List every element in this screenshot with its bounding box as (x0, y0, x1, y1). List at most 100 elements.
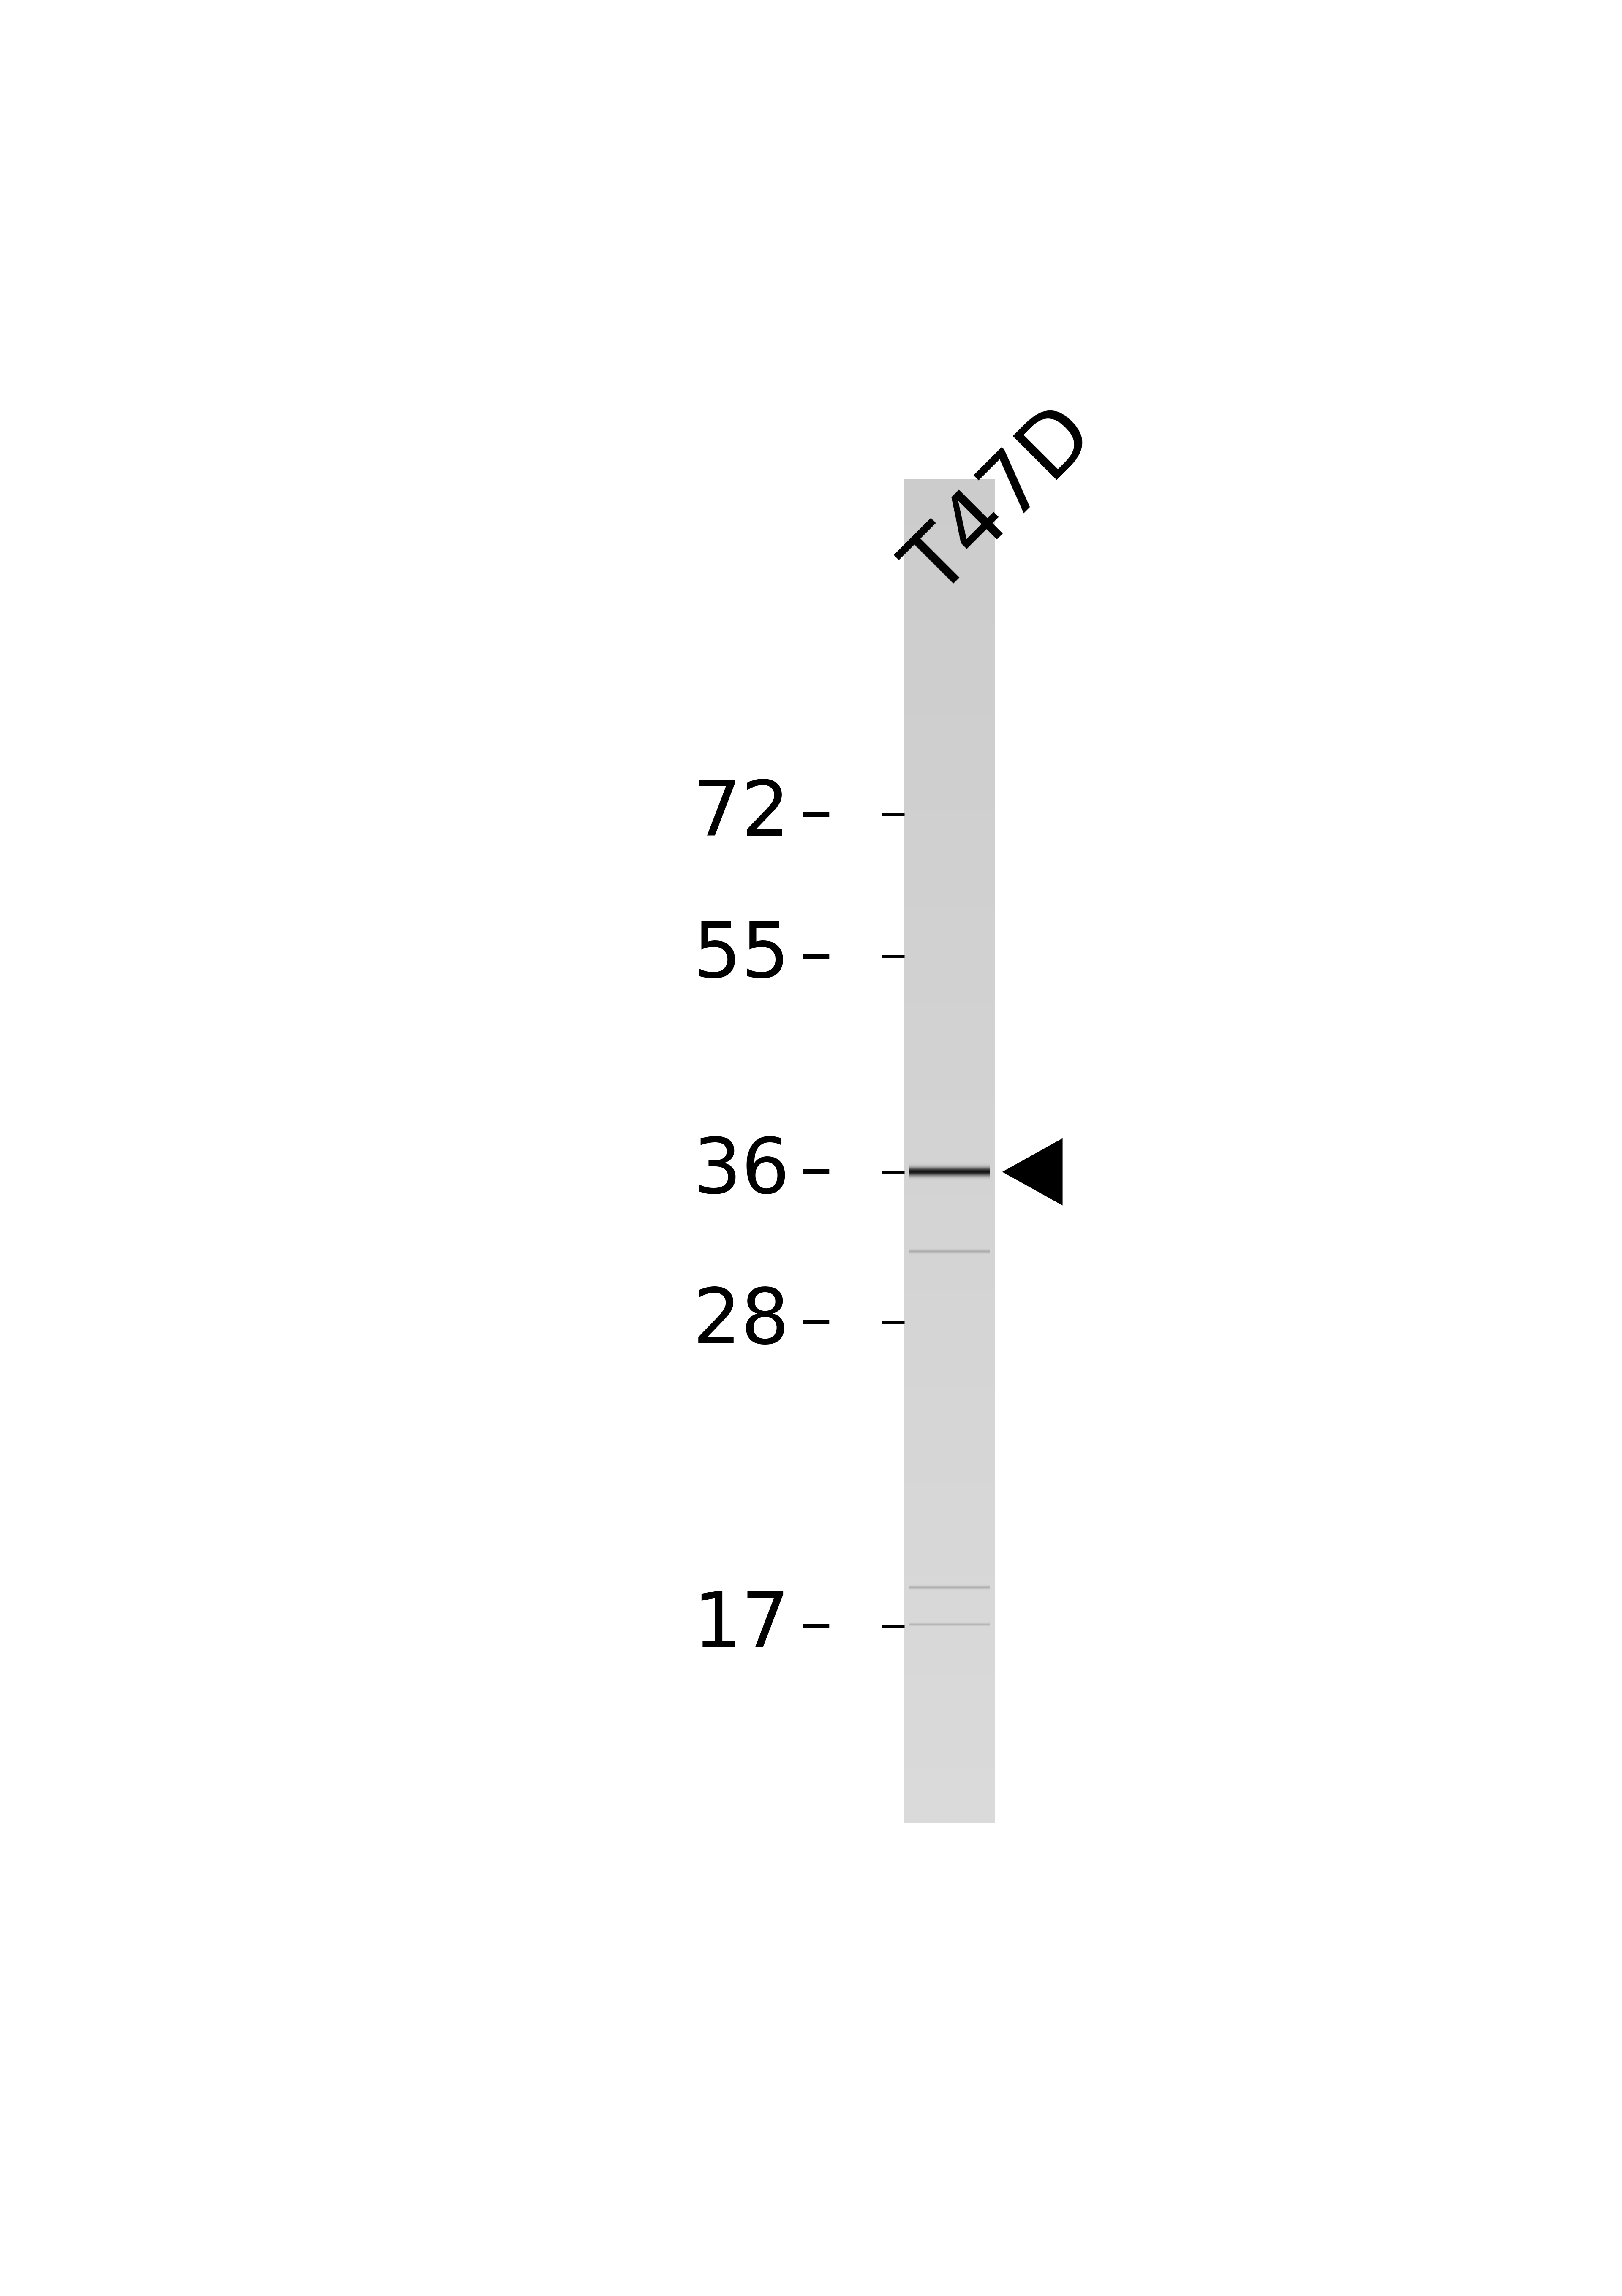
Bar (903, 854, 994, 859)
Bar (903, 928, 994, 932)
Bar (903, 1612, 994, 1616)
Bar (903, 1047, 994, 1052)
Bar (903, 1221, 994, 1226)
Bar (903, 1141, 994, 1146)
Bar (903, 689, 994, 693)
Bar (903, 1559, 994, 1564)
Bar (903, 664, 994, 666)
Bar (903, 962, 994, 967)
Bar (903, 1639, 994, 1644)
Bar (903, 1486, 994, 1490)
Bar (903, 533, 994, 537)
Bar (903, 1217, 994, 1221)
Bar (903, 1084, 994, 1088)
Bar (903, 953, 994, 957)
Bar (903, 1159, 994, 1164)
Bar (903, 900, 994, 905)
Bar (903, 487, 994, 491)
Bar (903, 1474, 994, 1479)
Bar (903, 1743, 994, 1747)
Bar (903, 1380, 994, 1384)
Bar (903, 1536, 994, 1541)
Bar (903, 967, 994, 971)
Bar (903, 806, 994, 810)
Text: 72: 72 (693, 778, 790, 852)
Bar (903, 1626, 994, 1630)
Bar (903, 1029, 994, 1033)
Text: 36: 36 (693, 1134, 790, 1210)
Bar (903, 755, 994, 760)
Bar (903, 1653, 994, 1658)
Bar (903, 542, 994, 546)
Bar (903, 895, 994, 900)
Bar (903, 1711, 994, 1715)
Bar (903, 994, 994, 999)
Bar (903, 1079, 994, 1084)
Bar (903, 1580, 994, 1584)
Bar (903, 765, 994, 769)
Bar (903, 774, 994, 778)
Bar (903, 753, 994, 755)
Bar (903, 1701, 994, 1706)
Bar (903, 1658, 994, 1662)
Bar (903, 1017, 994, 1022)
Bar (903, 1665, 994, 1669)
Bar (903, 1093, 994, 1097)
Bar (903, 1414, 994, 1419)
Bar (903, 1155, 994, 1159)
Bar (903, 1635, 994, 1639)
Bar (903, 569, 994, 574)
Bar (903, 1258, 994, 1263)
Bar (903, 1465, 994, 1469)
Bar (903, 560, 994, 565)
Bar (903, 744, 994, 748)
Bar (903, 590, 994, 595)
Bar (903, 1391, 994, 1396)
Bar (903, 1107, 994, 1111)
Bar (903, 528, 994, 533)
Bar (903, 618, 994, 622)
Text: 17: 17 (693, 1589, 790, 1662)
Bar (903, 1212, 994, 1217)
Bar (903, 1295, 994, 1300)
Bar (903, 801, 994, 806)
Bar (903, 1008, 994, 1013)
Bar (903, 1316, 994, 1320)
Bar (903, 905, 994, 909)
Bar (903, 783, 994, 788)
Bar (903, 1460, 994, 1465)
Bar (903, 484, 994, 487)
Bar (903, 1564, 994, 1568)
Bar (903, 581, 994, 585)
Bar (903, 1733, 994, 1738)
Bar (903, 491, 994, 496)
Bar (903, 1056, 994, 1061)
Bar (903, 1357, 994, 1362)
Bar (903, 1508, 994, 1513)
Bar (903, 980, 994, 985)
Bar (903, 670, 994, 675)
Bar (903, 859, 994, 863)
Bar (903, 556, 994, 560)
Bar (903, 1033, 994, 1038)
Bar (903, 684, 994, 689)
Bar (903, 1290, 994, 1295)
Bar (903, 1061, 994, 1065)
Bar (903, 1607, 994, 1612)
Bar (903, 971, 994, 976)
Bar (903, 1715, 994, 1720)
Bar (903, 703, 994, 707)
Bar (903, 760, 994, 765)
Bar (903, 833, 994, 838)
Bar (903, 1674, 994, 1678)
Bar (903, 1249, 994, 1254)
Bar (903, 1621, 994, 1626)
Bar (903, 1809, 994, 1814)
Bar (903, 1132, 994, 1137)
Bar (903, 496, 994, 501)
Text: –: – (800, 1290, 832, 1355)
Bar (903, 1311, 994, 1316)
Bar (903, 726, 994, 730)
Bar (903, 872, 994, 877)
Bar (903, 510, 994, 514)
